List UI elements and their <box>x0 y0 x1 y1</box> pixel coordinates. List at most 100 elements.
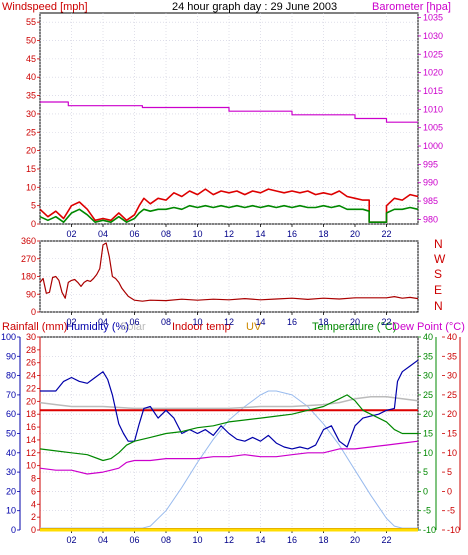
dew-ytick-label: 40 <box>447 332 457 342</box>
humidity-label: Humidity (%) <box>66 321 129 333</box>
p3-xtick-label: 02 <box>66 535 76 545</box>
temp-ytick-label: 10 <box>423 448 433 458</box>
windgust-line <box>39 188 419 223</box>
p3-xtick-label: 20 <box>350 535 360 545</box>
dew-ytick-label: -10 <box>447 525 460 535</box>
rain-ytick-label: 20 <box>26 396 36 406</box>
baro-ytick-label: 1020 <box>423 68 443 78</box>
dir-ytick-label: 0 <box>31 307 36 317</box>
rain-ytick-label: 2 <box>31 512 36 522</box>
dew-ytick-label: 20 <box>447 409 457 419</box>
p3-xtick-label: 14 <box>255 535 265 545</box>
p3-xtick-label: 08 <box>161 535 171 545</box>
temp-ytick-label: 5 <box>423 467 428 477</box>
hum-ytick-label: 30 <box>6 467 16 477</box>
dewpoint-label: Dew Point (°C) <box>392 321 465 333</box>
p2-xtick-label: 18 <box>318 317 328 327</box>
dir-ytick-label: 270 <box>21 254 36 264</box>
compass-e: E <box>434 283 442 297</box>
rain-ytick-label: 10 <box>26 461 36 471</box>
dew-ytick-label: 35 <box>447 351 457 361</box>
compass-n-top: N <box>434 237 443 251</box>
temp-ytick-label: 0 <box>423 486 428 496</box>
dew-ytick-label: -5 <box>447 506 455 516</box>
temp-ytick-label: 40 <box>423 332 433 342</box>
p1-xtick-label: 12 <box>224 229 234 239</box>
outdoor-max-line <box>39 396 419 410</box>
rain-ytick-label: 4 <box>31 499 36 509</box>
solar-line <box>40 390 418 529</box>
barometer-label: Barometer [hpa] <box>372 1 451 13</box>
windspeed-label: Windspeed [mph] <box>2 1 88 13</box>
baro-ytick-label: 1005 <box>423 123 443 133</box>
p2-xtick-label: 02 <box>66 317 76 327</box>
rain-ytick-label: 12 <box>26 448 36 458</box>
rain-ytick-label: 8 <box>31 474 36 484</box>
rain-ytick-label: 22 <box>26 383 36 393</box>
dir-ytick-label: 180 <box>21 272 36 282</box>
dew-ytick-label: 10 <box>447 448 457 458</box>
p2-xtick-label: 08 <box>161 317 171 327</box>
humidity-line <box>40 359 419 450</box>
p1-xtick-label: 10 <box>192 229 202 239</box>
p3-xtick-label: 18 <box>318 535 328 545</box>
temp-ytick-label: 20 <box>423 409 433 419</box>
baro-ytick-label: 985 <box>423 196 438 206</box>
wind-ytick-label: 50 <box>26 36 36 46</box>
p1-xtick-label: 04 <box>98 229 108 239</box>
wind-ytick-label: 15 <box>26 164 36 174</box>
baro-ytick-label: 990 <box>423 178 438 188</box>
p2-xtick-label: 10 <box>192 317 202 327</box>
p2-xtick-label: 16 <box>287 317 297 327</box>
rain-ytick-label: 30 <box>26 332 36 342</box>
baro-ytick-label: 995 <box>423 159 438 169</box>
baro-ytick-label: 1025 <box>423 49 443 59</box>
hum-ytick-label: 100 <box>1 332 16 342</box>
wind-ytick-label: 40 <box>26 72 36 82</box>
hum-ytick-label: 20 <box>6 486 16 496</box>
baro-ytick-label: 1010 <box>423 104 443 114</box>
temp-ytick-label: 15 <box>423 429 433 439</box>
p1-xtick-label: 02 <box>66 229 76 239</box>
temp-ytick-label: 35 <box>423 351 433 361</box>
temperature-label: Temperature (°C) <box>312 321 396 333</box>
dew-ytick-label: 25 <box>447 390 457 400</box>
chart-title: 24 hour graph day : 29 June 2003 <box>172 1 337 13</box>
hum-ytick-label: 40 <box>6 448 16 458</box>
baro-ytick-label: 980 <box>423 214 438 224</box>
wind-ytick-label: 30 <box>26 109 36 119</box>
baro-ytick-label: 1030 <box>423 31 443 41</box>
uv-label: UV <box>246 321 262 333</box>
temp-ytick-label: -10 <box>423 525 436 535</box>
p3-xtick-label: 16 <box>287 535 297 545</box>
rainfall-label: Rainfall (mm) <box>2 321 67 333</box>
wind-direction-line <box>39 242 419 302</box>
wind-ytick-label: 0 <box>31 219 36 229</box>
p3-xtick-label: 04 <box>98 535 108 545</box>
wind-ytick-label: 5 <box>31 201 36 211</box>
temp-ytick-label: -5 <box>423 506 431 516</box>
temp-ytick-label: 25 <box>423 390 433 400</box>
hum-ytick-label: 90 <box>6 351 16 361</box>
p2-xtick-label: 14 <box>255 317 265 327</box>
indoor-label: Indoor temp <box>172 321 231 333</box>
wind-ytick-label: 20 <box>26 146 36 156</box>
dir-ytick-label: 360 <box>21 236 36 246</box>
windspeed-line <box>39 204 419 223</box>
p1-xtick-label: 22 <box>381 229 391 239</box>
wind-ytick-label: 35 <box>26 91 36 101</box>
compass-s: S <box>434 267 442 281</box>
dew-ytick-label: 0 <box>447 486 452 496</box>
rain-ytick-label: 26 <box>26 358 36 368</box>
rain-ytick-label: 14 <box>26 435 36 445</box>
p1-xtick-label: 08 <box>161 229 171 239</box>
p2-xtick-label: 12 <box>224 317 234 327</box>
baro-ytick-label: 1000 <box>423 141 443 151</box>
wind-ytick-label: 10 <box>26 182 36 192</box>
solar-label: Solar <box>120 321 146 333</box>
dir-ytick-label: 90 <box>26 289 36 299</box>
hum-ytick-label: 0 <box>11 525 16 535</box>
baro-ytick-label: 1015 <box>423 86 443 96</box>
p1-xtick-label: 20 <box>350 229 360 239</box>
